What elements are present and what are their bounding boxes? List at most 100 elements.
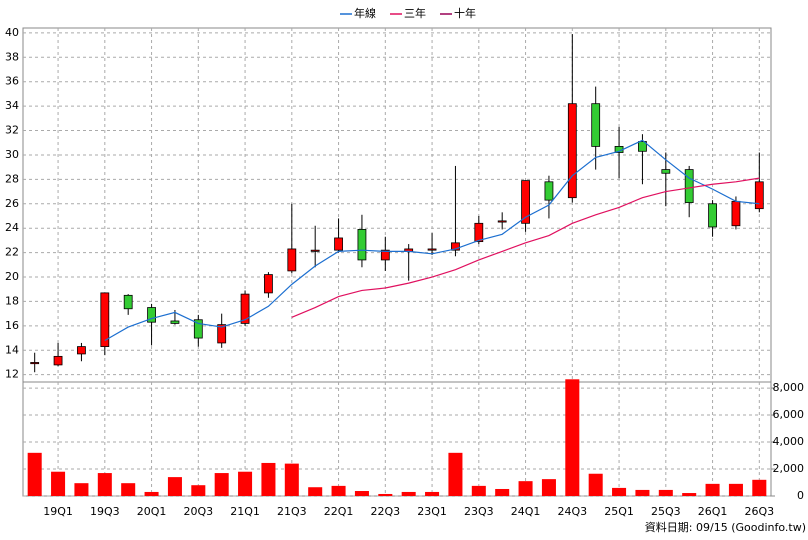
- volume-bar: [27, 452, 42, 496]
- legend-label: 三年: [404, 6, 426, 20]
- x-tick-label: 24Q3: [557, 505, 587, 518]
- plot-frame: [22, 27, 772, 497]
- volume-bar: [238, 471, 253, 496]
- y-tick-label: 34: [5, 99, 19, 112]
- x-tick-label: 25Q3: [651, 505, 681, 518]
- candle-body: [451, 242, 460, 251]
- y2-tick-label: 4,000: [773, 435, 805, 448]
- candle-body: [638, 141, 647, 152]
- volume-bar: [752, 479, 767, 496]
- candle-body: [567, 103, 577, 199]
- x-tick-label: 21Q3: [277, 505, 307, 518]
- volume-bar: [471, 485, 486, 496]
- candle-body: [474, 222, 484, 243]
- legend-label: 年線: [354, 6, 376, 20]
- volume-bar: [261, 462, 276, 496]
- x-tick-label: 23Q1: [417, 505, 447, 518]
- volume-bar: [74, 483, 89, 496]
- x-tick-label: 22Q3: [370, 505, 400, 518]
- candle-body: [147, 307, 156, 323]
- candle-body: [287, 248, 297, 272]
- candle-body: [77, 346, 86, 355]
- y-tick-label: 36: [5, 75, 19, 88]
- candle-body: [334, 237, 343, 251]
- ma-line: [291, 177, 760, 318]
- candle-body: [123, 294, 133, 310]
- volume-bar: [635, 489, 650, 496]
- volume-bar: [308, 487, 323, 496]
- x-tick-label: 25Q1: [604, 505, 634, 518]
- candle-body: [30, 362, 40, 365]
- x-tick-label: 21Q1: [230, 505, 260, 518]
- footnote: 資料日期: 09/15 (Goodinfo.tw): [645, 520, 806, 534]
- volume-bar: [541, 479, 556, 496]
- y-tick-label: 14: [5, 343, 19, 356]
- y-tick-label: 22: [5, 246, 19, 259]
- y-tick-label: 24: [5, 221, 19, 234]
- volume-bar: [51, 471, 66, 496]
- x-tick-label: 22Q1: [324, 505, 354, 518]
- y-tick-label: 12: [5, 368, 19, 381]
- y2-tick-label: 6,000: [773, 408, 805, 421]
- volume-bar: [97, 473, 112, 496]
- volume-bar: [448, 452, 463, 496]
- candle-body: [240, 293, 250, 324]
- volume-bar: [167, 477, 182, 496]
- candle-body: [193, 319, 203, 339]
- candle-body: [380, 249, 390, 261]
- candle-body: [544, 181, 554, 201]
- candle-body: [684, 169, 694, 203]
- y2-tick-label: 2,000: [773, 462, 805, 475]
- candle-body: [661, 169, 671, 174]
- x-tick-label: 23Q3: [464, 505, 494, 518]
- candle-body: [310, 249, 320, 252]
- y2-tick-label: 8,000: [773, 381, 805, 394]
- x-tick-label: 24Q1: [511, 505, 541, 518]
- volume-bar: [214, 473, 229, 496]
- volume-bar: [401, 491, 416, 496]
- y-tick-label: 38: [5, 50, 19, 63]
- volume-bar: [121, 483, 136, 496]
- y-tick-label: 16: [5, 319, 19, 332]
- candle-body: [731, 200, 741, 227]
- candle-body: [497, 220, 507, 223]
- candle-body: [708, 203, 717, 228]
- volume-bar: [284, 463, 299, 496]
- x-tick-label: 19Q3: [90, 505, 120, 518]
- candle-body: [521, 180, 530, 224]
- volume-bar: [728, 483, 743, 496]
- volume-bar: [588, 473, 603, 496]
- y-tick-label: 18: [5, 294, 19, 307]
- volume-bar: [378, 493, 393, 496]
- candle-body: [427, 248, 437, 251]
- y-tick-label: 30: [5, 148, 19, 161]
- volume-bar: [144, 491, 159, 496]
- x-tick-label: 20Q3: [183, 505, 213, 518]
- y-tick-label: 28: [5, 172, 19, 185]
- volume-bar: [705, 483, 720, 496]
- candle-body: [754, 181, 764, 210]
- volume-bar: [612, 487, 627, 496]
- candle-body: [217, 324, 227, 344]
- volume-bar: [565, 379, 580, 496]
- volume-bar: [354, 491, 369, 496]
- legend-label: 十年: [454, 6, 476, 20]
- x-tick-label: 26Q3: [744, 505, 774, 518]
- volume-bar: [495, 488, 510, 496]
- candle-body: [53, 355, 63, 366]
- volume-bar: [682, 493, 697, 496]
- candle-body: [591, 103, 601, 147]
- candle-body: [264, 274, 273, 294]
- ma-line: [104, 139, 760, 342]
- volume-bar: [518, 481, 533, 496]
- y-tick-label: 40: [5, 26, 19, 39]
- candle-body: [357, 229, 367, 261]
- y-tick-label: 26: [5, 197, 19, 210]
- y-tick-label: 20: [5, 270, 19, 283]
- y2-tick-label: 0: [797, 489, 804, 502]
- candle-body: [170, 320, 180, 324]
- volume-bar: [191, 485, 206, 496]
- candle-body: [100, 292, 110, 347]
- volume-bar: [425, 491, 440, 496]
